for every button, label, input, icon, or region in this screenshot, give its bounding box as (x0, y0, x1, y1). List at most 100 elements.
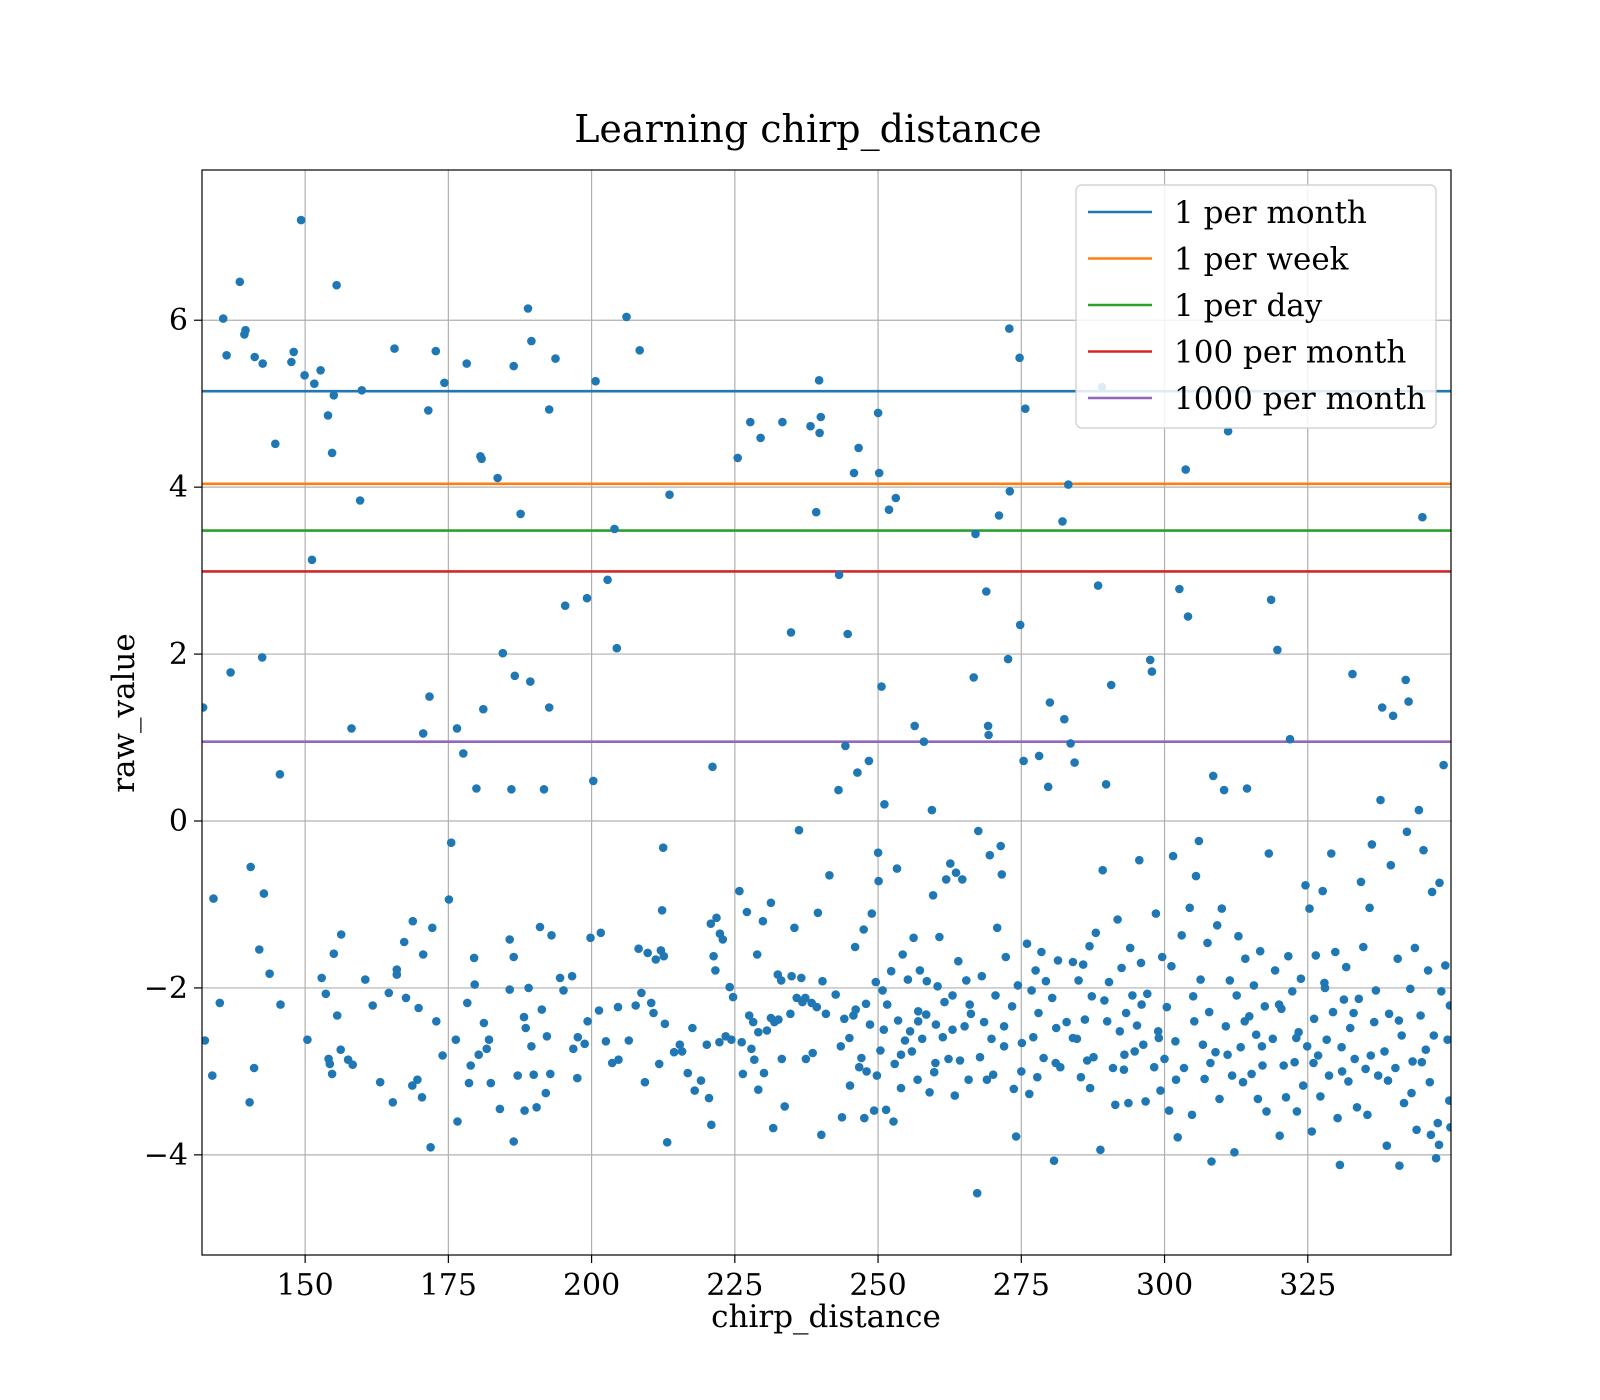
data-point (1335, 1160, 1345, 1170)
data-point (390, 344, 399, 353)
data-point (1005, 487, 1015, 496)
data-point (1273, 645, 1282, 655)
data-point (874, 468, 884, 478)
y-tick-label: −4 (144, 1138, 188, 1173)
data-point (972, 1188, 982, 1198)
data-point (1047, 993, 1057, 1003)
data-point (1015, 353, 1024, 363)
data-point (728, 992, 738, 1002)
data-point (845, 1033, 854, 1043)
data-point (979, 1017, 989, 1027)
data-point (690, 1086, 699, 1095)
data-point (1367, 840, 1377, 849)
data-point (935, 932, 944, 942)
data-point (869, 1106, 879, 1115)
data-point (614, 1055, 623, 1064)
data-point (1037, 947, 1046, 957)
data-point (375, 1077, 385, 1087)
data-point (399, 937, 409, 947)
data-point (555, 973, 565, 983)
data-point (1022, 939, 1032, 948)
data-point (1345, 1023, 1355, 1033)
data-point (250, 352, 259, 362)
data-point (1200, 1074, 1209, 1084)
data-point (643, 948, 652, 958)
data-point (495, 1104, 505, 1114)
data-point (797, 973, 806, 983)
data-point (1341, 962, 1351, 972)
data-point (854, 443, 863, 453)
data-point (1160, 1054, 1169, 1064)
data-point (1215, 1094, 1224, 1104)
data-point (1249, 981, 1259, 990)
data-point (1188, 992, 1198, 1001)
data-point (544, 405, 554, 414)
data-point (208, 1071, 217, 1080)
data-point (1275, 1131, 1284, 1140)
legend-frame (1075, 184, 1437, 429)
data-point (1445, 1001, 1451, 1010)
data-point (931, 1058, 940, 1068)
data-point (1290, 1057, 1299, 1067)
data-point (245, 1098, 254, 1107)
data-point (1327, 849, 1336, 858)
data-point (985, 850, 995, 860)
data-point (246, 862, 255, 872)
data-point (1242, 784, 1252, 793)
data-point (1361, 1064, 1370, 1074)
data-point (1251, 1030, 1261, 1039)
data-point (1091, 928, 1101, 938)
data-point (1257, 1042, 1267, 1051)
data-point (1281, 1093, 1291, 1102)
data-point (586, 933, 595, 943)
data-point (1076, 1072, 1086, 1082)
data-point (361, 975, 370, 984)
x-tick-label: 250 (849, 1268, 906, 1303)
data-point (1198, 1040, 1208, 1049)
data-point (1173, 1133, 1182, 1142)
data-point (966, 1009, 976, 1019)
data-point (477, 454, 486, 464)
data-point (696, 1076, 706, 1085)
data-point (752, 950, 762, 959)
data-point (834, 785, 843, 795)
data-point (1404, 697, 1413, 706)
legend-label: 1000 per month (1174, 381, 1426, 417)
data-point (472, 784, 481, 793)
data-point (1041, 976, 1051, 986)
data-point (258, 359, 268, 368)
data-point (401, 993, 411, 1003)
data-point (774, 1015, 783, 1024)
data-point (1418, 512, 1427, 522)
data-point (591, 376, 600, 386)
data-point (984, 730, 993, 740)
data-point (1426, 1130, 1436, 1140)
data-point (1344, 1077, 1353, 1086)
data-point (889, 1117, 898, 1126)
data-point (861, 999, 871, 1009)
data-point (357, 386, 367, 395)
data-point (892, 864, 902, 873)
data-point (1011, 1132, 1021, 1141)
data-point (1298, 1081, 1308, 1090)
data-point (470, 980, 480, 989)
data-point (1034, 1008, 1043, 1018)
data-point (1380, 1047, 1389, 1056)
data-point (747, 1044, 756, 1054)
data-point (1108, 1063, 1118, 1073)
data-point (708, 762, 717, 772)
data-point (1397, 1031, 1406, 1040)
data-point (559, 986, 568, 995)
data-point (860, 1113, 869, 1123)
data-point (1402, 827, 1412, 837)
data-point (1015, 620, 1025, 630)
data-point (1101, 780, 1111, 789)
data-point (509, 952, 518, 962)
data-point (744, 1011, 754, 1020)
data-point (560, 601, 570, 610)
data-point (841, 741, 850, 751)
data-point (1241, 954, 1250, 963)
data-point (527, 1042, 536, 1051)
data-point (928, 891, 938, 900)
data-point (702, 1040, 712, 1049)
